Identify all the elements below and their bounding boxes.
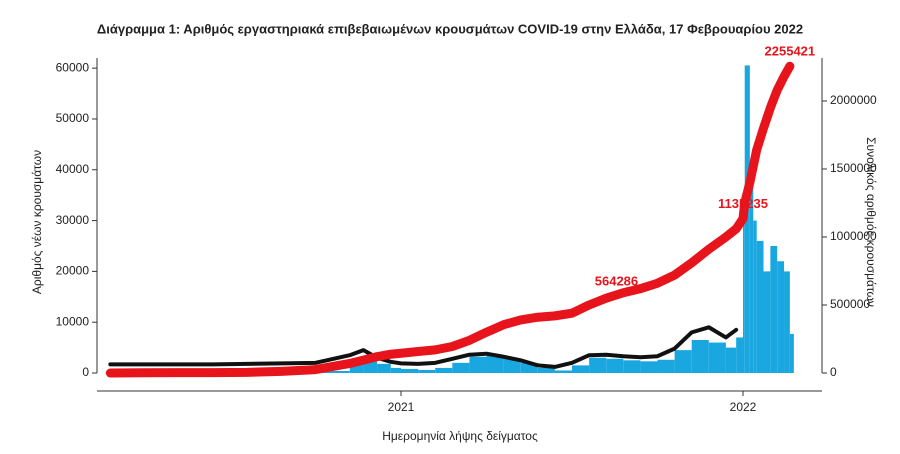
y-axis-title: Αριθμός νέων κρουσμάτων [30,150,44,294]
y-tick-label: 60000 [56,60,90,74]
bar [640,361,658,373]
bar [784,271,790,373]
bar [435,367,453,373]
x-tick-label: 2021 [388,400,415,414]
bar [452,362,470,373]
bar [377,363,391,373]
bar [691,339,709,373]
bar [606,358,624,373]
bar [736,337,744,373]
y2-tick-label: 2000000 [830,93,877,107]
bar [756,240,764,373]
annotation: 564286 [595,274,638,289]
bar [777,261,785,373]
bar [486,355,504,373]
bar [469,356,487,373]
x-axis-title: Ημερομηνία λήψης δείγματος [382,429,538,443]
bar [674,350,692,373]
bar [763,271,771,373]
y2-tick-label: 1500000 [830,161,877,175]
y-tick-label: 20000 [56,264,90,278]
bar [770,245,778,373]
y-tick-label: 0 [82,365,89,379]
line [105,61,795,378]
bar [743,220,745,373]
bar [572,365,590,373]
bar [390,367,402,373]
bar [554,370,573,373]
bar [725,347,737,373]
bar [503,358,521,373]
y2-tick-label: 1000000 [830,229,877,243]
y2-tick-label: 500000 [830,297,870,311]
annotation: 1135235 [718,196,768,211]
bar [520,362,538,373]
bar [418,369,436,373]
bar [315,370,350,373]
bar [537,367,555,373]
bar [789,333,794,373]
x-tick-label: 2022 [730,400,757,414]
bar [753,220,757,373]
y2-tick-label: 0 [830,365,837,379]
bar [749,159,754,373]
bar [401,368,419,373]
chart-title: Διάγραμμα 1: Αριθμός εργαστηριακά επιβεβ… [97,21,803,36]
bar [708,342,726,373]
line [108,325,739,369]
y-tick-label: 40000 [56,162,90,176]
bar [623,360,641,373]
annotation: 2255421 [765,44,816,59]
bar [657,359,675,373]
y-tick-label: 10000 [56,314,90,328]
y-tick-label: 50000 [56,111,90,125]
y-tick-label: 30000 [56,213,90,227]
y2-axis-title: Συνολικός αριθμός κρουσμάτων [864,137,878,307]
bar [589,357,607,373]
